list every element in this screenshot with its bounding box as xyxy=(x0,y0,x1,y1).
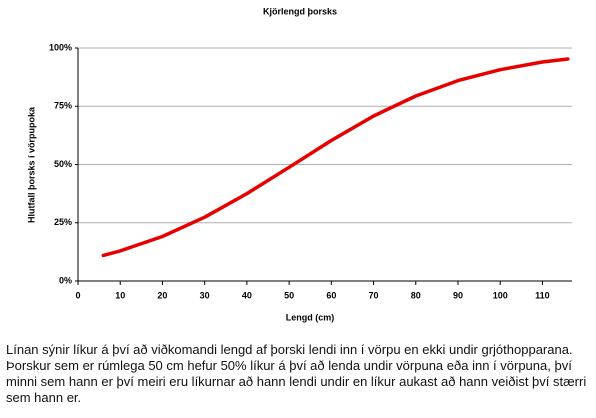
x-tick-label: 80 xyxy=(411,290,421,300)
x-tick-label: 40 xyxy=(242,290,252,300)
chart-title: Kjörlengd þorsks xyxy=(263,6,337,16)
y-tick-label: 100% xyxy=(49,42,72,52)
x-axis-label: Lengd (cm) xyxy=(286,312,335,322)
x-tick-label: 60 xyxy=(326,290,336,300)
x-tick-label: 70 xyxy=(369,290,379,300)
chart: Kjörlengd þorsks Lengd (cm) Hlutfall þor… xyxy=(26,6,572,322)
x-tick-label: 50 xyxy=(284,290,294,300)
x-tick-label: 100 xyxy=(493,290,508,300)
x-tick-label: 0 xyxy=(75,290,80,300)
x-tick-label: 110 xyxy=(535,290,550,300)
x-tick-label: 30 xyxy=(200,290,210,300)
x-tick-label: 10 xyxy=(115,290,125,300)
caption: Línan sýnir líkur á því að viðkomandi le… xyxy=(6,342,590,405)
y-tick-label: 75% xyxy=(54,101,72,111)
data-line xyxy=(101,57,570,258)
y-axis-label: Hlutfall þorsks í vörpupoka xyxy=(26,106,36,223)
x-tick-label: 90 xyxy=(453,290,463,300)
x-tick-label: 20 xyxy=(157,290,167,300)
y-tick-label: 25% xyxy=(54,217,72,227)
y-tick-label: 50% xyxy=(54,159,72,169)
y-tick-label: 0% xyxy=(59,275,72,285)
